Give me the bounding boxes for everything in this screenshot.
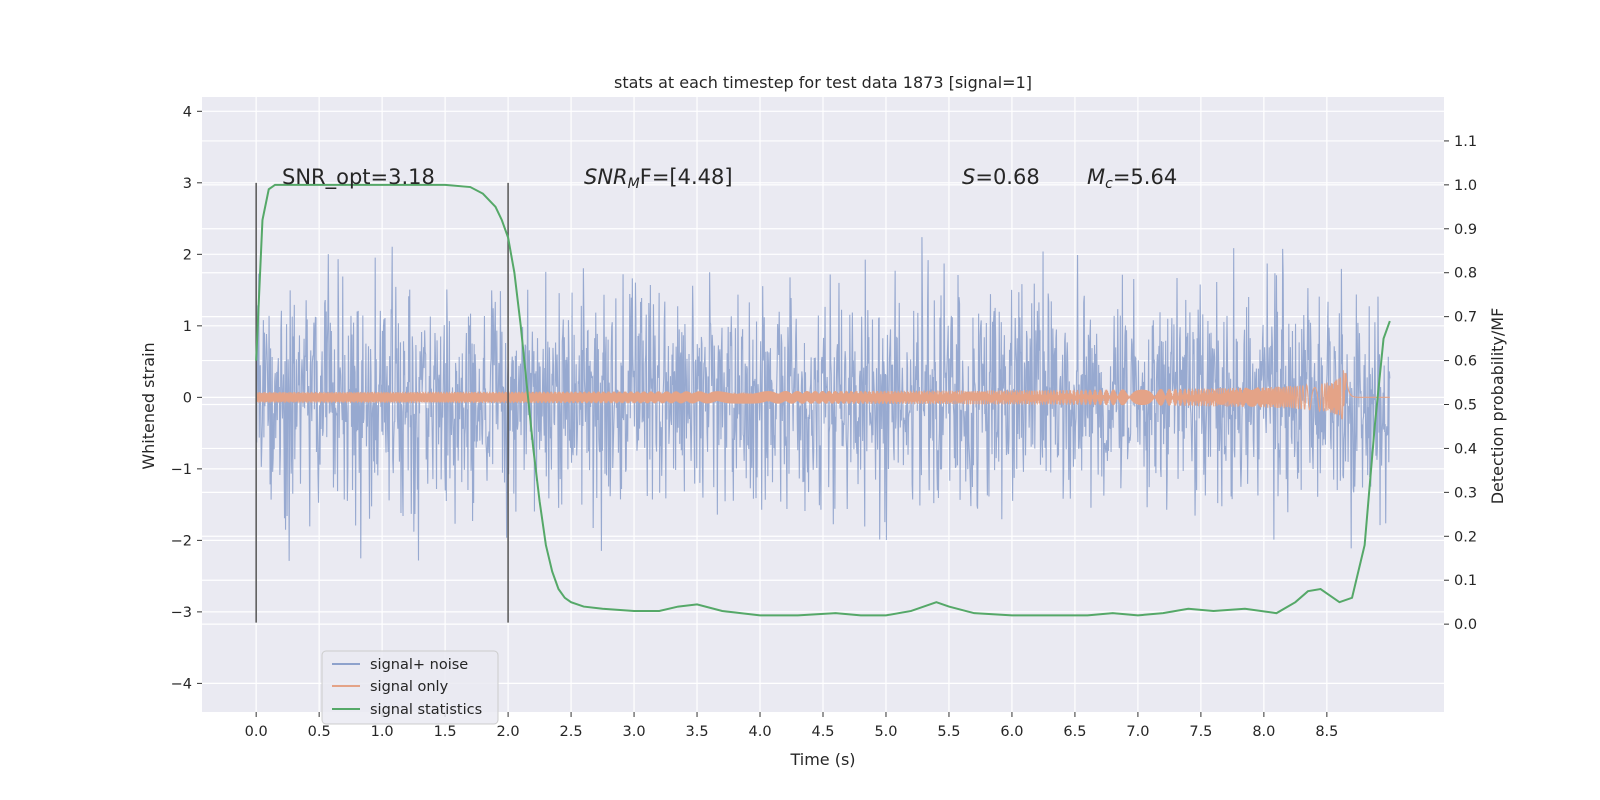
x-axis-label: Time (s) [789, 750, 855, 769]
y-right-tick-label: 0.3 [1454, 485, 1477, 501]
y-right-tick-label: 1.0 [1454, 178, 1477, 194]
x-tick-label: 2.5 [560, 724, 583, 740]
s-value: =0.68 [975, 165, 1039, 189]
noise-line [255, 237, 1391, 561]
x-tick-label: 2.0 [497, 724, 520, 740]
x-tick-label: 3.5 [686, 724, 709, 740]
x-tick-label: 7.5 [1189, 724, 1212, 740]
y-right-tick-label: 0.1 [1454, 573, 1477, 589]
x-tick-label: 5.5 [937, 724, 960, 740]
y-right-tick-label: 0.7 [1454, 310, 1477, 326]
grid [202, 97, 1444, 712]
legend-box [321, 650, 499, 725]
y-right-tick-label: 0.2 [1454, 529, 1477, 545]
x-tick-label: 0.0 [245, 724, 268, 740]
y-left-tick-label: −2 [171, 533, 192, 549]
annotation-snr-opt: SNR_opt=3.18 [282, 165, 435, 190]
window-markers [255, 182, 509, 623]
y-right-tick-label: 0.0 [1454, 617, 1477, 633]
annotation-s: S=0.68 [962, 165, 1040, 189]
stat-line [255, 183, 1391, 617]
x-tick-label: 0.5 [308, 724, 331, 740]
y-right-tick-label: 1.1 [1454, 134, 1477, 150]
y-left-tick-label: −3 [171, 605, 192, 621]
y-left-tick-label: 0 [183, 390, 192, 406]
legend-label-noise: signal+ noise [370, 657, 468, 673]
y-axis-label-left: Whitened strain [139, 342, 158, 469]
y-right-tick-label: 0.8 [1454, 266, 1477, 282]
y-left-tick-label: −1 [171, 462, 192, 478]
x-tick-label: 8.5 [1315, 724, 1338, 740]
y-left-tick-label: 1 [183, 319, 192, 335]
chart-title: stats at each timestep for test data 187… [614, 73, 1032, 92]
mc-symbol: M [1087, 165, 1105, 189]
y-right-tick-label: 0.9 [1454, 222, 1477, 238]
mc-sub: c [1105, 176, 1113, 192]
snr-mf-sub: M [628, 176, 640, 192]
s-symbol: S [962, 165, 975, 189]
x-tick-label: 7.0 [1126, 724, 1149, 740]
x-tick-label: 4.0 [748, 724, 771, 740]
signal-series [255, 370, 1390, 420]
mc-value: =5.64 [1113, 165, 1177, 189]
y-right-tick-label: 0.6 [1454, 354, 1477, 370]
y-right-tick-label: 0.4 [1454, 441, 1477, 457]
x-tick-label: 6.5 [1063, 724, 1086, 740]
legend-label-stat: signal statistics [370, 702, 482, 718]
x-tick-label: 3.0 [623, 724, 646, 740]
y-left-tick-label: −4 [171, 676, 192, 692]
x-tick-label: 4.5 [811, 724, 834, 740]
y-left-tick-label: 3 [183, 176, 192, 192]
x-tick-label: 5.0 [874, 724, 897, 740]
y-left-tick-label: 4 [183, 104, 192, 120]
noise-series [255, 237, 1391, 561]
snr-mf-rest: F=[4.48] [640, 165, 733, 189]
annotation-mc: Mc=5.64 [1087, 165, 1177, 192]
snr-mf-base: SNR [584, 165, 628, 189]
y-axis-label-right: Detection probability/MF [1488, 308, 1507, 505]
stat-series [255, 183, 1391, 617]
legend-label-signal: signal only [370, 679, 449, 695]
y-left-tick-label: 2 [183, 247, 192, 263]
legend: signal+ noise signal only signal statist… [321, 650, 499, 725]
x-tick-label: 1.5 [434, 724, 457, 740]
axes: 0.0 0.5 1.0 1.5 2.0 2.5 3.0 3.5 4.0 4.5 5.0 5.5 6.0 6… [171, 104, 1477, 740]
x-tick-label: 1.0 [371, 724, 394, 740]
signal-line [255, 370, 1390, 420]
y-right-tick-label: 0.5 [1454, 398, 1477, 414]
x-tick-label: 6.0 [1000, 724, 1023, 740]
annotation-snr-mf: SNRMF=[4.48] [584, 165, 733, 192]
x-tick-label: 8.0 [1252, 724, 1275, 740]
